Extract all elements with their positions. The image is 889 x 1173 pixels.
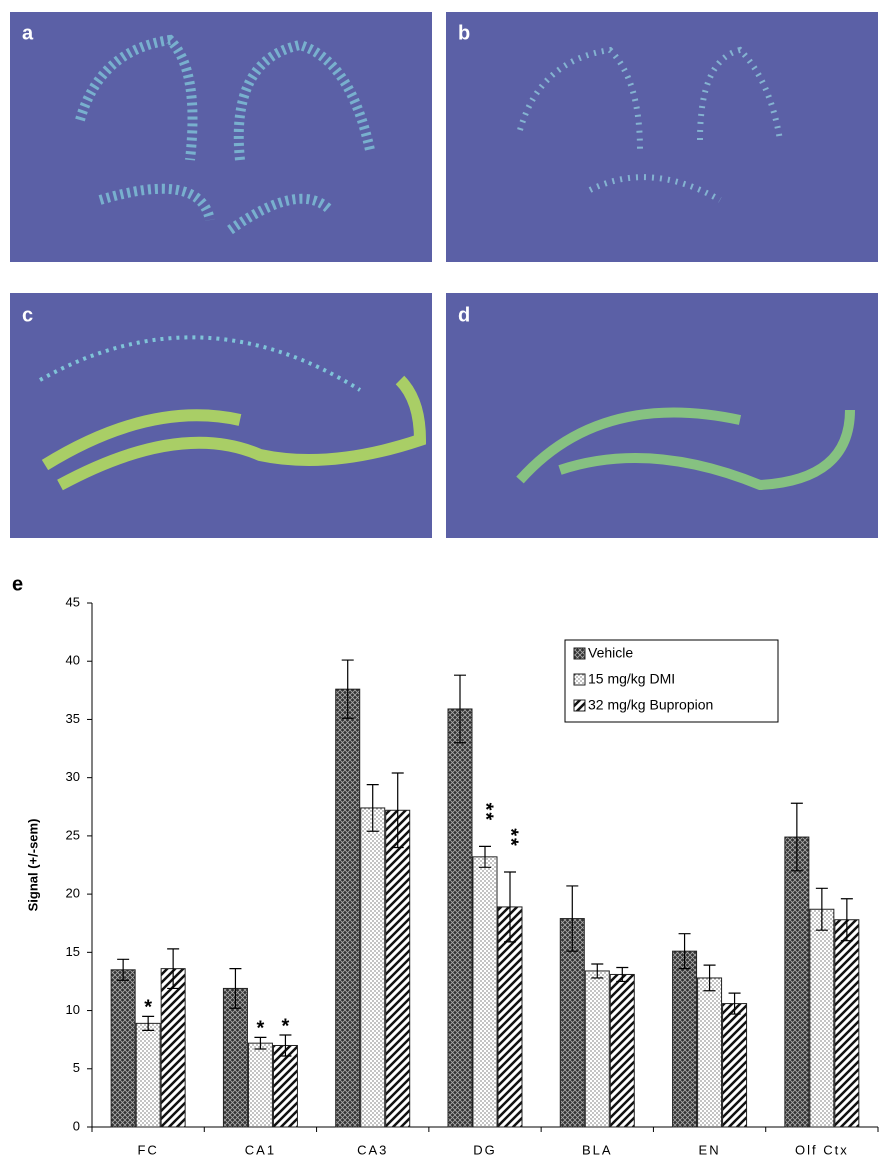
y-tick-label: 5: [73, 1060, 80, 1075]
legend-box: [564, 639, 779, 723]
error-bar: [279, 1034, 292, 1057]
legend-label: Vehicle: [588, 645, 633, 661]
bar: [472, 856, 498, 1128]
legend-swatch: [573, 647, 586, 660]
y-tick-label: 30: [66, 769, 80, 784]
bar: [110, 969, 136, 1128]
error-bar: [167, 948, 180, 990]
error-bar: [591, 963, 604, 979]
bar: [135, 1022, 161, 1128]
error-bar: [254, 1036, 267, 1050]
x-tick-label: EN: [699, 1142, 721, 1157]
y-tick-label: 40: [66, 653, 80, 668]
y-tick-label: 25: [66, 827, 80, 842]
error-bar: [454, 674, 466, 744]
error-bar: [341, 659, 354, 719]
error-bar: [566, 885, 579, 952]
error-bar: [678, 933, 691, 970]
bar: [609, 973, 635, 1128]
significance-marker: *: [144, 997, 152, 1019]
bar: [697, 977, 723, 1128]
legend-swatch: [573, 673, 586, 686]
bar: [360, 807, 386, 1128]
bar: [722, 1003, 748, 1128]
panel-label: d: [458, 304, 470, 326]
bar: [247, 1042, 273, 1128]
error-bar: [391, 772, 404, 849]
error-bar: [790, 802, 803, 872]
significance-marker: *: [257, 1018, 265, 1040]
y-tick-label: 0: [73, 1118, 80, 1133]
x-tick-label: CA1: [245, 1142, 276, 1157]
panel-label: b: [458, 22, 470, 44]
image-panel-b: b: [446, 12, 878, 262]
significance-marker: **: [500, 828, 522, 848]
bar: [222, 987, 248, 1128]
bar: [784, 836, 810, 1128]
x-tick-label: BLA: [582, 1142, 613, 1157]
bar: [335, 688, 361, 1128]
legend-label: 15 mg/kg DMI: [588, 671, 675, 687]
error-bar: [703, 964, 716, 992]
image-panel-c: c: [10, 293, 432, 538]
error-bar: [815, 887, 828, 931]
error-bar: [728, 992, 741, 1015]
bar: [272, 1044, 298, 1128]
y-tick-label: 45: [66, 594, 80, 609]
image-panel-a: a: [10, 12, 432, 262]
significance-marker: **: [475, 803, 497, 823]
bar: [497, 906, 523, 1128]
image-panel-d: d: [446, 293, 878, 538]
bar: [584, 970, 610, 1128]
error-bar: [840, 898, 853, 942]
bar: [447, 708, 473, 1128]
y-tick-label: 10: [66, 1002, 80, 1017]
x-tick-label: Olf Ctx: [795, 1142, 849, 1157]
panel-label: c: [22, 304, 33, 326]
x-tick-label: FC: [137, 1142, 158, 1157]
error-bar: [117, 958, 130, 981]
error-bar: [229, 968, 242, 1009]
legend-label: 32 mg/kg Bupropion: [588, 697, 713, 713]
bar: [809, 908, 835, 1128]
bar: [672, 950, 698, 1128]
x-tick-label: CA3: [357, 1142, 388, 1157]
significance-marker: *: [282, 1015, 290, 1037]
error-bar: [504, 871, 516, 943]
panel-label: a: [22, 22, 34, 44]
bar: [385, 809, 411, 1128]
x-tick-label: DG: [473, 1142, 497, 1157]
error-bar: [366, 784, 379, 832]
legend-swatch: [573, 699, 586, 712]
bar: [834, 919, 860, 1128]
y-tick-label: 20: [66, 886, 80, 901]
error-bar: [479, 845, 491, 868]
error-bar: [142, 1015, 155, 1031]
y-axis-title: Signal (+/-sem): [25, 819, 40, 912]
panel-label: e: [12, 573, 23, 595]
error-bar: [616, 966, 629, 983]
y-tick-label: 15: [66, 944, 80, 959]
y-tick-label: 35: [66, 711, 80, 726]
bar: [160, 968, 186, 1128]
